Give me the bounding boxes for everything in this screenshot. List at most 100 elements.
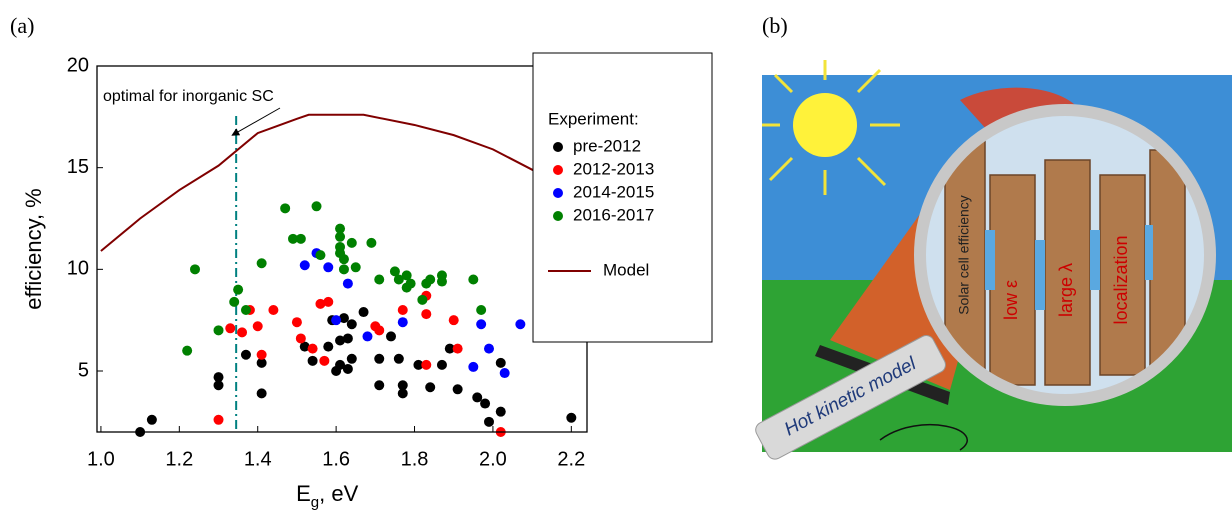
- panel-label: (b): [762, 13, 788, 38]
- point: [484, 344, 494, 354]
- point: [214, 380, 224, 390]
- point: [225, 323, 235, 333]
- point: [468, 362, 478, 372]
- point: [343, 364, 353, 374]
- y-tick-label: 20: [67, 54, 89, 76]
- point: [315, 250, 325, 260]
- point: [241, 350, 251, 360]
- legend-swatch: [553, 165, 563, 175]
- point: [323, 262, 333, 272]
- point: [476, 305, 486, 315]
- point: [257, 350, 267, 360]
- legend-swatch: [553, 188, 563, 198]
- point: [308, 356, 318, 366]
- point: [449, 315, 459, 325]
- x-axis-label-part: g: [311, 494, 319, 511]
- point: [319, 356, 329, 366]
- point: [335, 232, 345, 242]
- point: [496, 407, 506, 417]
- point: [366, 238, 376, 248]
- point: [421, 360, 431, 370]
- point: [374, 275, 384, 285]
- point: [453, 384, 463, 394]
- x-axis-label: Eg, eV: [296, 481, 358, 511]
- point: [296, 234, 306, 244]
- point: [296, 333, 306, 343]
- point: [347, 354, 357, 364]
- point: [476, 319, 486, 329]
- point: [398, 305, 408, 315]
- point: [453, 344, 463, 354]
- legend-label: Model: [603, 260, 649, 279]
- point: [398, 317, 408, 327]
- panel-label: (a): [10, 13, 34, 38]
- point: [257, 258, 267, 268]
- point: [214, 415, 224, 425]
- point: [323, 297, 333, 307]
- point: [362, 331, 372, 341]
- figure: (a) (b) 1.01.21.41.61.82.02.25101520Eg, …: [0, 0, 1232, 520]
- point: [359, 307, 369, 317]
- x-tick-label: 2.2: [557, 448, 585, 470]
- point: [566, 413, 576, 423]
- point: [343, 333, 353, 343]
- legend-label: pre-2012: [573, 136, 641, 155]
- legend-label: 2014-2015: [573, 182, 654, 201]
- point: [237, 327, 247, 337]
- legend-swatch: [553, 211, 563, 221]
- point: [339, 254, 349, 264]
- legend-label: 2016-2017: [573, 205, 654, 224]
- x-tick-label: 1.8: [401, 448, 429, 470]
- point: [351, 262, 361, 272]
- point: [406, 279, 416, 289]
- point: [515, 319, 525, 329]
- point: [394, 354, 404, 364]
- legend-label: 2012-2013: [573, 159, 654, 178]
- point: [323, 342, 333, 352]
- cell-label: Solar cell efficiency: [956, 195, 972, 315]
- point: [339, 264, 349, 274]
- sun: [793, 93, 857, 157]
- x-axis-label-part: E: [296, 481, 311, 506]
- point: [233, 285, 243, 295]
- point: [425, 275, 435, 285]
- cell-label: low ε: [1001, 280, 1021, 320]
- point: [417, 295, 427, 305]
- legend-title: Experiment:: [548, 109, 639, 128]
- point: [468, 275, 478, 285]
- point: [398, 388, 408, 398]
- y-tick-label: 10: [67, 258, 89, 280]
- point: [147, 415, 157, 425]
- x-tick-label: 1.6: [322, 448, 350, 470]
- point: [425, 382, 435, 392]
- point: [437, 277, 447, 287]
- annotation: optimal for inorganic SC: [103, 88, 274, 105]
- point: [472, 392, 482, 402]
- x-tick-label: 1.2: [165, 448, 193, 470]
- point: [347, 319, 357, 329]
- annotation-arrow: [232, 108, 280, 135]
- point: [500, 368, 510, 378]
- point: [241, 305, 251, 315]
- point: [229, 297, 239, 307]
- point: [268, 305, 278, 315]
- point: [253, 321, 263, 331]
- point: [496, 358, 506, 368]
- x-axis-label-part: , eV: [319, 481, 358, 506]
- point: [182, 346, 192, 356]
- point: [437, 360, 447, 370]
- cell-label: large λ: [1056, 263, 1076, 317]
- y-tick-label: 15: [67, 156, 89, 178]
- point: [374, 325, 384, 335]
- point: [300, 260, 310, 270]
- point: [214, 325, 224, 335]
- point: [331, 315, 341, 325]
- x-tick-label: 2.0: [479, 448, 507, 470]
- point: [347, 238, 357, 248]
- point: [308, 344, 318, 354]
- x-tick-label: 1.0: [87, 448, 115, 470]
- point: [386, 331, 396, 341]
- point: [292, 317, 302, 327]
- point: [257, 388, 267, 398]
